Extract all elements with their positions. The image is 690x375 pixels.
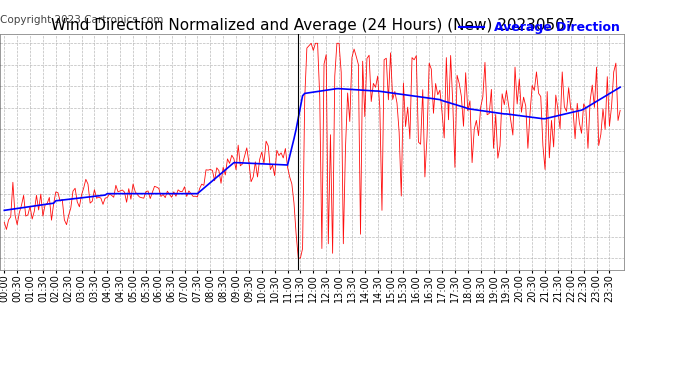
Legend: Average Direction: Average Direction [453,16,624,39]
Text: Copyright 2023 Cartronics.com: Copyright 2023 Cartronics.com [0,15,164,26]
Title: Wind Direction Normalized and Average (24 Hours) (New) 20230507: Wind Direction Normalized and Average (2… [50,18,574,33]
